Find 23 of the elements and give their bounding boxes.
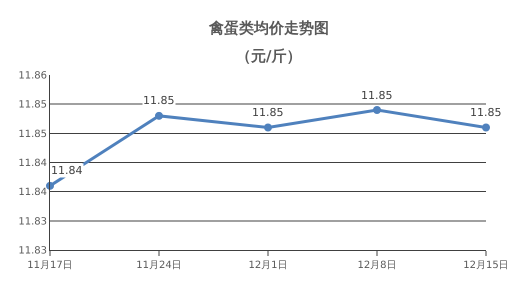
- data-label: 11.84: [51, 164, 82, 177]
- y-tick-label: 11.83: [18, 216, 47, 228]
- x-tick-label: 12月8日: [357, 260, 397, 271]
- x-tick-label: 11月24日: [136, 260, 182, 271]
- point: [155, 112, 163, 120]
- chart-title: 禽蛋类均价走势图: [208, 19, 329, 37]
- x-tick-label: 12月1日: [248, 260, 288, 271]
- y-tick-label: 11.86: [18, 70, 47, 82]
- y-tick-label: 11.84: [18, 158, 47, 169]
- x-tick-label: 12月15日: [463, 260, 509, 271]
- data-label: 11.85: [252, 106, 284, 119]
- y-tick-label: 11.83: [18, 246, 47, 256]
- y-tick-label: 11.85: [18, 100, 47, 111]
- chart-subtitle: （元/斤）: [236, 47, 302, 65]
- point: [373, 106, 381, 114]
- data-label: 11.85: [361, 89, 392, 102]
- point: [482, 124, 490, 132]
- y-tick-label: 11.85: [18, 128, 47, 140]
- point: [264, 124, 272, 132]
- x-tick-label: 11月17日: [27, 260, 73, 271]
- y-tick-label: 11.84: [18, 187, 47, 198]
- data-label: 11.85: [143, 94, 174, 107]
- data-label: 11.85: [470, 106, 502, 119]
